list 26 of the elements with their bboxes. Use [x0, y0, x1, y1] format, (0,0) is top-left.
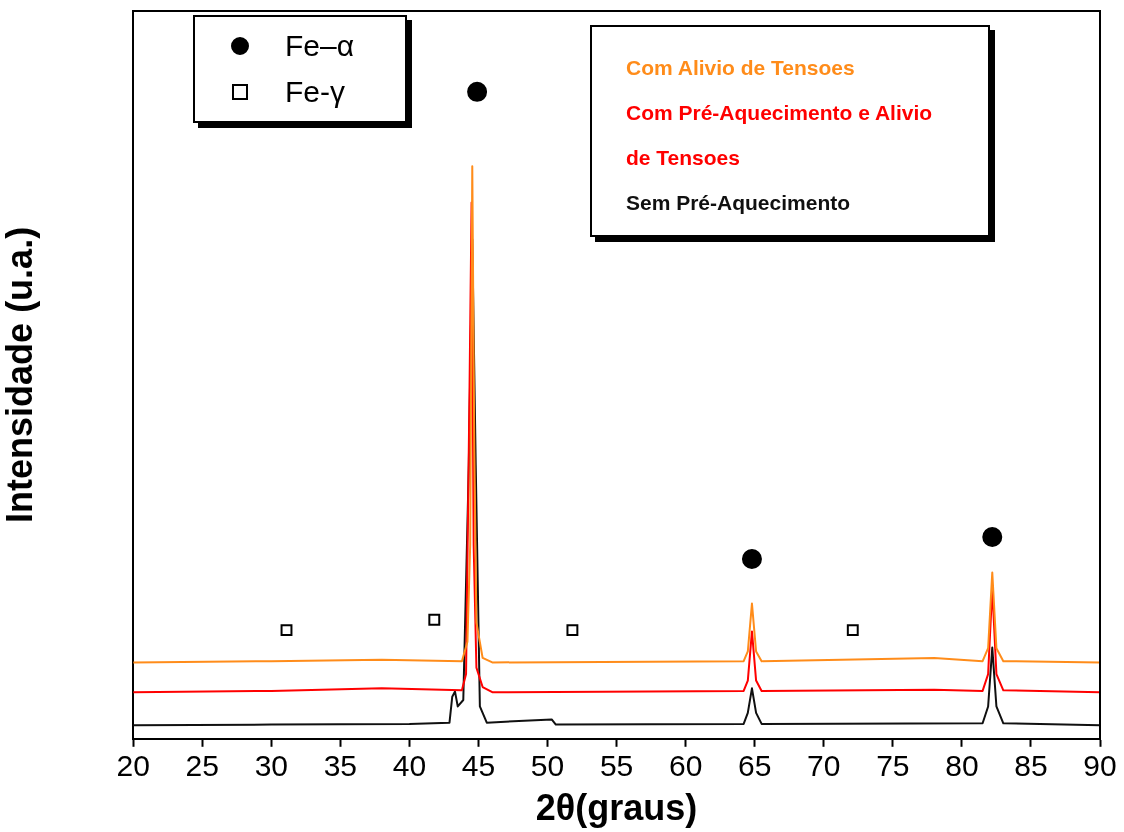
x-tick-label: 45	[461, 749, 496, 783]
point	[566, 624, 579, 637]
x-tick-label: 40	[392, 749, 427, 783]
point	[428, 613, 441, 626]
x-tick-label: 75	[876, 749, 910, 783]
x-tick-label: 55	[599, 749, 634, 783]
legend-label: Fe-γ	[285, 75, 345, 109]
x-tick-label: 70	[807, 749, 841, 783]
legend-label: Fe–α	[285, 29, 355, 63]
y-axis-title: Intensidade (u.a.)	[0, 226, 40, 523]
x-tick-label: 35	[323, 749, 358, 783]
point	[467, 81, 488, 102]
point	[846, 624, 859, 637]
x-tick-label: 60	[668, 749, 703, 783]
x-tick-label: 25	[185, 749, 219, 783]
point	[280, 624, 293, 637]
x-tick-label: 85	[1014, 749, 1048, 783]
x-tick-label: 90	[1083, 749, 1117, 783]
point	[982, 526, 1003, 547]
x-tick-label: 65	[738, 749, 772, 783]
x-axis-title: 2θ(graus)	[535, 787, 698, 829]
point	[741, 548, 762, 569]
x-tick-label: 30	[254, 749, 288, 783]
x-tick-label: 80	[945, 749, 979, 783]
x-tick-label: 50	[530, 749, 565, 783]
x-tick-label: 20	[116, 749, 150, 783]
